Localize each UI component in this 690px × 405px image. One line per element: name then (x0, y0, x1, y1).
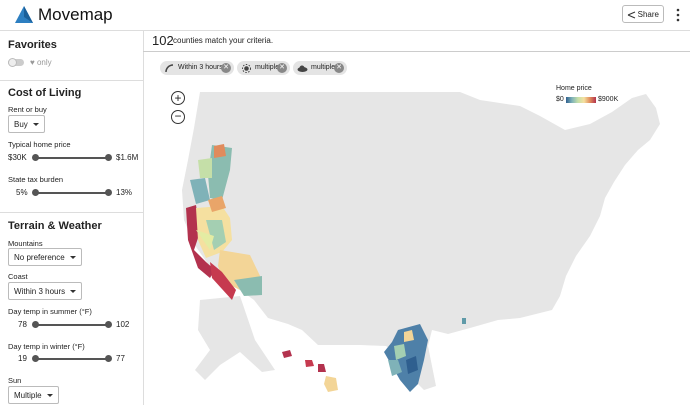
toggle-label: ♥ only (30, 58, 52, 67)
slider-knob[interactable] (32, 321, 39, 328)
filter-chip[interactable]: multiple ✕ (237, 61, 290, 75)
alaska (195, 296, 275, 380)
toggle-text: only (36, 58, 52, 67)
legend-max: $900K (598, 96, 619, 103)
legend-scale (566, 97, 596, 103)
map[interactable] (143, 80, 690, 405)
slider-knob[interactable] (32, 189, 39, 196)
select[interactable]: Multiple (8, 386, 59, 404)
field-label: Day temp in summer (°F) (8, 307, 92, 316)
slider-track[interactable] (35, 192, 109, 194)
slider-knob[interactable] (105, 154, 112, 161)
zoom-in[interactable]: + (171, 91, 185, 105)
brand[interactable]: Movemap (38, 5, 113, 24)
slider-max: 102 (116, 320, 130, 329)
select[interactable]: No preference (8, 248, 82, 266)
slider-min: 5% (16, 188, 28, 197)
slider-track[interactable] (35, 324, 109, 326)
slider-max: 77 (116, 354, 125, 363)
divider (0, 212, 143, 213)
slider-knob[interactable] (32, 355, 39, 362)
slider-min: 19 (18, 354, 27, 363)
section-title: Terrain & Weather (8, 220, 102, 232)
chip-label: Within 3 hours (178, 64, 223, 71)
share-button[interactable]: Share (622, 5, 664, 23)
logo[interactable] (14, 5, 34, 25)
slider-max: $1.6M (116, 153, 139, 162)
match-count: 102 (152, 33, 174, 48)
select[interactable]: Buy (8, 115, 45, 133)
match-text: counties match your criteria. (173, 36, 274, 45)
filter-chip[interactable]: multiple ✕ (293, 61, 347, 75)
field-label: Typical home price (8, 140, 71, 149)
zoom-out[interactable]: − (171, 110, 185, 124)
divider (143, 51, 690, 52)
slider-knob[interactable] (105, 189, 112, 196)
chip-label: multiple (255, 64, 280, 71)
slider-track[interactable] (35, 358, 109, 360)
counties (186, 144, 466, 392)
field-label: Sun (8, 376, 22, 385)
legend-min: $0 (556, 96, 564, 103)
slider-track[interactable] (35, 157, 109, 159)
chip-label: multiple (311, 64, 336, 71)
field-label: Rent or buy (8, 105, 47, 114)
header: Movemap Share (0, 0, 690, 31)
section-title: Favorites (8, 39, 57, 51)
field-label: Coast (8, 272, 28, 281)
share-label: Share (637, 10, 659, 19)
field-label: Day temp in winter (°F) (8, 342, 85, 351)
slider-min: 78 (18, 320, 27, 329)
toggle[interactable] (8, 58, 24, 67)
divider (0, 80, 143, 81)
slider-knob[interactable] (105, 321, 112, 328)
select[interactable]: Within 3 hours (8, 282, 83, 300)
legend-title: Home price (556, 85, 592, 92)
section-title: Cost of Living (8, 87, 82, 99)
filter-chip[interactable]: Within 3 hours ✕ (160, 61, 234, 75)
slider-knob[interactable] (32, 154, 39, 161)
field-label: Mountains (8, 239, 43, 248)
sidebar (0, 31, 144, 405)
slider-min: $30K (8, 153, 27, 162)
slider-knob[interactable] (105, 355, 112, 362)
menu-button[interactable] (674, 8, 682, 22)
field-label: State tax burden (8, 175, 64, 184)
slider-max: 13% (116, 188, 133, 197)
us-outline (182, 92, 660, 390)
